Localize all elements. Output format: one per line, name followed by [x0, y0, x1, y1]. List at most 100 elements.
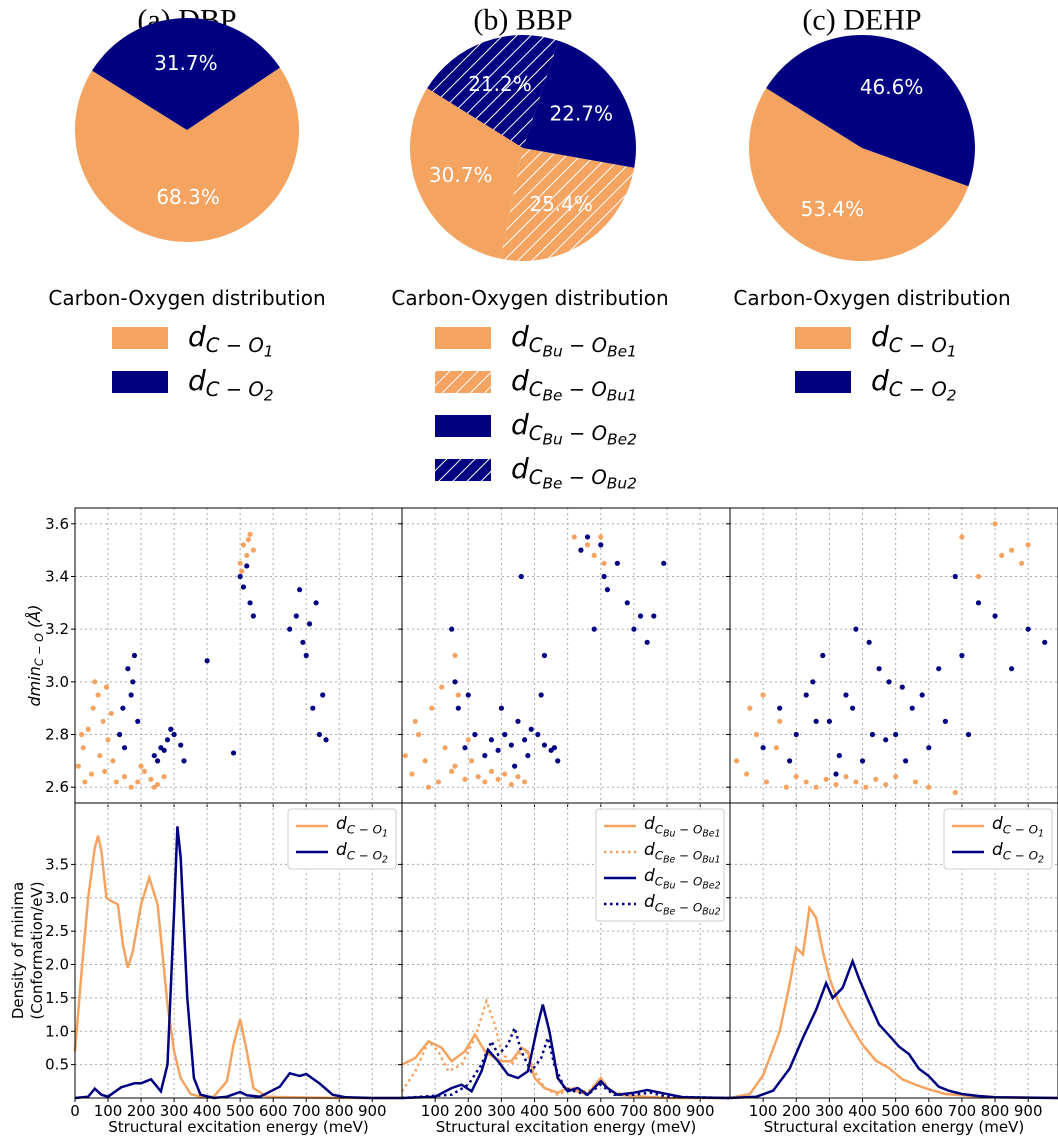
scatter-point	[323, 737, 329, 743]
label-part: Be2	[702, 880, 720, 891]
scatter-point	[97, 752, 103, 759]
scatter-point	[873, 776, 879, 782]
scatter-point	[571, 534, 577, 540]
legend-label: dCBu − OBe2	[644, 866, 721, 891]
scatter-point	[644, 639, 650, 645]
x-axis-label: Structural excitation energy (meV)	[436, 1118, 696, 1136]
x-tick-label: 900	[686, 1102, 715, 1120]
x-tick-label: 100	[749, 1102, 778, 1120]
scatter-point	[151, 752, 157, 759]
label-part: Bu	[542, 342, 563, 360]
pie-slice	[427, 34, 559, 148]
scatter-point	[151, 784, 157, 790]
scatter-point	[777, 718, 783, 724]
label-part: d	[511, 364, 529, 397]
scatter-point	[508, 781, 514, 788]
scatter-point	[578, 547, 584, 553]
scatter-point	[293, 613, 299, 619]
label-part: − O	[563, 422, 607, 445]
scatter-point	[760, 745, 766, 751]
scatter-point	[442, 745, 448, 751]
scatter-point	[521, 737, 528, 743]
label-part: 2	[947, 386, 957, 404]
label-part: 2	[264, 386, 274, 404]
scatter-point	[975, 600, 982, 606]
scatter-point	[429, 705, 435, 711]
y-tick-label: 3.4	[45, 567, 69, 585]
legend-label: dC − O1	[188, 320, 274, 361]
label-part: − O	[675, 900, 702, 914]
label-part: C	[655, 874, 664, 888]
label-part: Be	[542, 386, 562, 404]
scatter-point	[853, 626, 859, 632]
scatter-point	[926, 745, 932, 751]
scatter-point	[465, 737, 471, 743]
y-axis-label: Density of minima	[9, 882, 27, 1019]
x-tick-label: 900	[358, 1102, 387, 1120]
scatter-point	[584, 542, 591, 548]
scatter-point	[250, 613, 256, 619]
label-part: d	[644, 814, 655, 834]
scatter-point	[591, 552, 597, 559]
scatter-point	[412, 718, 418, 724]
legend-swatch	[795, 371, 851, 393]
scatter-point	[1018, 560, 1025, 566]
label-part: C	[655, 848, 664, 862]
scatter-point	[100, 718, 106, 724]
label-part: − O	[563, 334, 607, 357]
scatter-point	[1025, 626, 1031, 632]
legend-label: dCBu − OBe1	[644, 814, 721, 839]
scatter-point	[793, 774, 799, 780]
slice-label: 31.7%	[154, 51, 218, 75]
label-part: d	[336, 840, 347, 860]
scatter-point	[773, 745, 779, 751]
label-part: − O	[675, 822, 702, 836]
pie-slice	[523, 40, 636, 168]
legend-label: dC − O1	[992, 814, 1044, 839]
scatter-point	[247, 531, 253, 537]
slice-label: 68.3%	[156, 185, 220, 209]
label-part: d	[992, 814, 1003, 834]
x-tick-label: 700	[948, 1102, 977, 1120]
scatter-point	[584, 534, 591, 540]
y-tick-label: 3.5	[45, 855, 69, 873]
scatter-point	[498, 705, 504, 711]
label-part: d	[188, 320, 206, 353]
y-tick-label: 1.5	[45, 989, 69, 1007]
scatter-point	[826, 718, 832, 724]
scatter-point	[240, 542, 247, 548]
scatter-point	[154, 758, 161, 764]
scatter-point	[604, 587, 611, 593]
x-tick-label: 800	[325, 1102, 354, 1120]
scatter-point	[926, 784, 932, 790]
scatter-point	[541, 652, 548, 659]
density-line	[73, 835, 402, 1100]
legend-swatch	[112, 327, 168, 349]
label-part: d	[336, 814, 347, 834]
scatter-point	[959, 652, 965, 659]
x-tick-label: 300	[815, 1102, 844, 1120]
scatter-point	[92, 679, 98, 685]
scatter-point	[902, 758, 909, 764]
scatter-point	[598, 534, 604, 540]
y-axis-label: (Conformation/eV)	[28, 881, 46, 1019]
legend-label: dCBe − OBu2	[511, 452, 637, 493]
scatter-point	[624, 600, 630, 606]
scatter-point	[899, 684, 905, 690]
pie-slice	[766, 34, 976, 187]
scatter-point	[952, 789, 958, 796]
label-part: Be	[542, 474, 562, 492]
scatter-point	[310, 705, 316, 711]
scatter-point	[472, 731, 478, 738]
y-axis-label: dminC − O (Å)	[25, 605, 46, 707]
label-part: Be2	[607, 430, 637, 448]
legend-swatch	[435, 327, 491, 349]
label-part: Bu	[663, 880, 675, 891]
label-part: d	[871, 364, 889, 397]
scatter-point	[85, 726, 91, 732]
label-part: Bu2	[702, 906, 720, 917]
scatter-point	[734, 758, 740, 764]
label-part: d	[644, 840, 655, 860]
axes-frame	[74, 507, 403, 804]
